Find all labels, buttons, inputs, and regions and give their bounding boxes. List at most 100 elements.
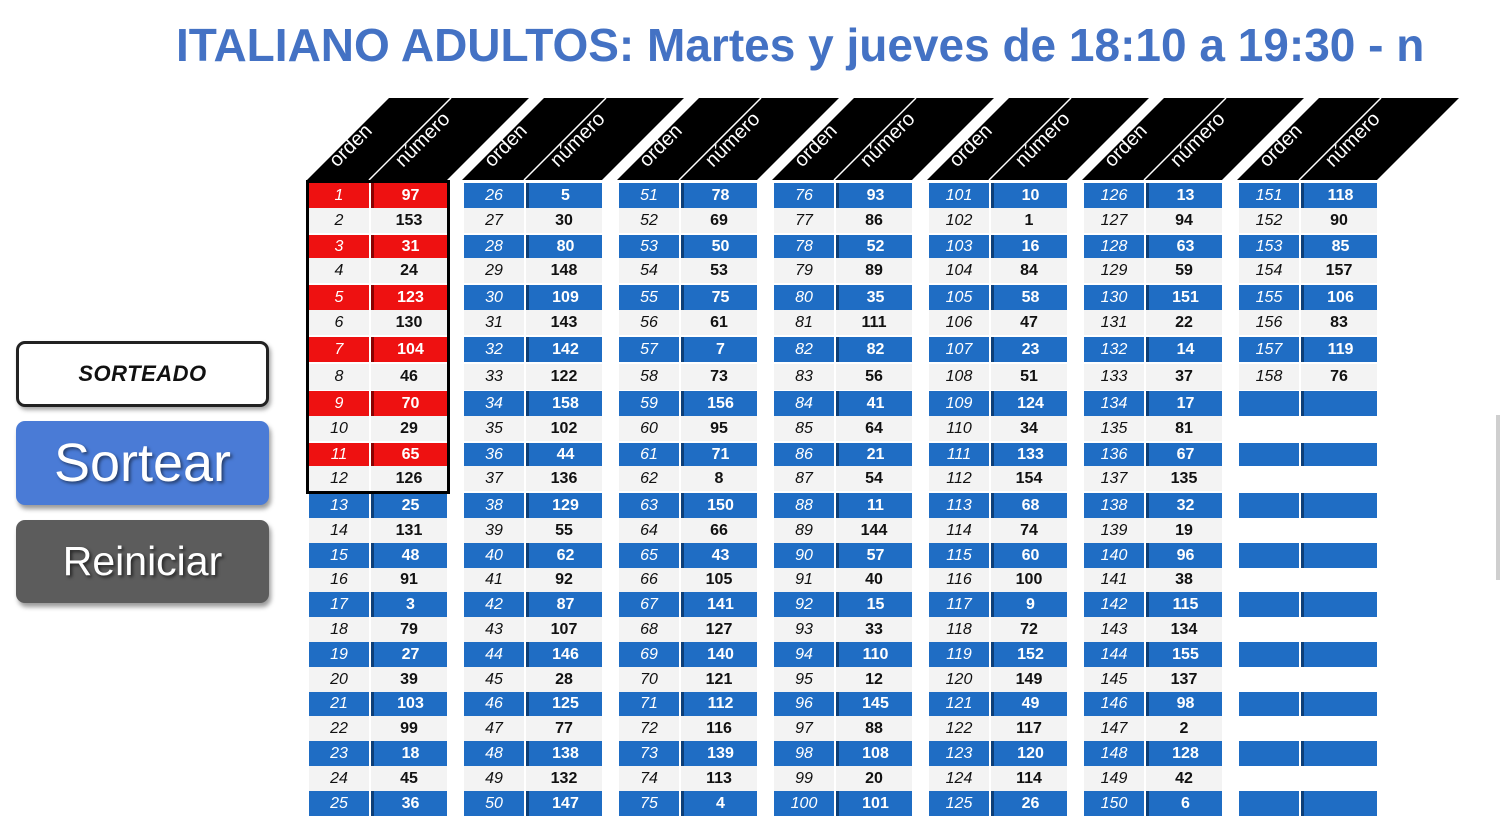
numero-cell: 64 [836, 416, 912, 441]
orden-cell: 129 [1084, 258, 1144, 283]
numero-cell: 109 [526, 285, 602, 310]
orden-cell: 133 [1084, 364, 1144, 390]
numero-cell: 103 [371, 692, 447, 716]
orden-cell: 16 [309, 568, 369, 592]
numero-cell: 86 [836, 208, 912, 233]
orden-cell: 41 [464, 568, 524, 592]
orden-cell: 154 [1239, 258, 1299, 283]
numero-cell: 20 [836, 766, 912, 791]
orden-cell: 54 [619, 258, 679, 283]
numero-cell: 134 [1146, 617, 1222, 642]
numero-cell: 12 [836, 667, 912, 692]
orden-cell: 143 [1084, 617, 1144, 642]
orden-cell: 60 [619, 416, 679, 441]
orden-cell: 153 [1239, 235, 1299, 258]
numero-cell: 78 [681, 183, 757, 208]
numero-cell: 153 [371, 208, 447, 233]
sorteado-button[interactable]: SORTEADO [16, 341, 269, 407]
orden-cell: 121 [929, 692, 989, 716]
numero-cell: 74 [991, 518, 1067, 543]
column-header-divider [988, 97, 1072, 181]
numero-cell: 136 [526, 466, 602, 491]
orden-cell: 31 [464, 310, 524, 335]
orden-cell: 85 [774, 416, 834, 441]
orden-cell [1239, 741, 1299, 766]
numero-cell: 83 [1301, 310, 1377, 335]
numero-cell: 19 [1146, 518, 1222, 543]
orden-cell: 39 [464, 518, 524, 543]
numero-cell: 30 [526, 208, 602, 233]
orden-cell: 139 [1084, 518, 1144, 543]
orden-cell: 131 [1084, 310, 1144, 335]
orden-cell: 3 [309, 235, 369, 258]
orden-cell: 132 [1084, 337, 1144, 362]
orden-cell: 79 [774, 258, 834, 283]
numero-cell: 42 [1146, 766, 1222, 791]
orden-cell: 113 [929, 493, 989, 518]
numero-cell: 94 [1146, 208, 1222, 233]
orden-cell: 70 [619, 667, 679, 692]
orden-cell: 48 [464, 741, 524, 766]
orden-cell: 140 [1084, 543, 1144, 568]
orden-cell: 136 [1084, 443, 1144, 466]
numero-cell: 140 [681, 642, 757, 667]
column-header-band [772, 98, 994, 180]
numero-cell: 98 [1146, 692, 1222, 716]
orden-cell: 33 [464, 364, 524, 390]
orden-cell: 96 [774, 692, 834, 716]
orden-cell: 147 [1084, 716, 1144, 741]
orden-cell: 99 [774, 766, 834, 791]
orden-cell: 38 [464, 493, 524, 518]
orden-cell: 47 [464, 716, 524, 741]
numero-cell: 6 [1146, 791, 1222, 816]
sortear-button[interactable]: Sortear [16, 421, 269, 505]
orden-cell: 27 [464, 208, 524, 233]
numero-cell: 54 [836, 466, 912, 491]
orden-cell [1239, 642, 1299, 667]
orden-cell: 127 [1084, 208, 1144, 233]
numero-cell: 9 [991, 592, 1067, 617]
orden-cell: 151 [1239, 183, 1299, 208]
orden-cell: 95 [774, 667, 834, 692]
numero-cell: 124 [991, 391, 1067, 416]
orden-cell: 62 [619, 466, 679, 491]
numero-cell: 91 [371, 568, 447, 592]
reiniciar-button[interactable]: Reiniciar [16, 520, 269, 603]
numero-cell: 89 [836, 258, 912, 283]
orden-cell: 5 [309, 285, 369, 310]
orden-cell: 4 [309, 258, 369, 283]
orden-cell: 156 [1239, 310, 1299, 335]
orden-cell: 57 [619, 337, 679, 362]
orden-cell: 65 [619, 543, 679, 568]
numero-cell: 39 [371, 667, 447, 692]
numero-cell: 11 [836, 493, 912, 518]
numero-cell: 132 [526, 766, 602, 791]
orden-cell: 130 [1084, 285, 1144, 310]
orden-cell: 30 [464, 285, 524, 310]
numero-cell: 40 [836, 568, 912, 592]
orden-cell: 55 [619, 285, 679, 310]
orden-cell: 104 [929, 258, 989, 283]
numero-cell [1301, 543, 1377, 568]
orden-cell: 106 [929, 310, 989, 335]
orden-cell: 144 [1084, 642, 1144, 667]
numero-cell: 49 [991, 692, 1067, 716]
orden-cell: 145 [1084, 667, 1144, 692]
numero-cell: 67 [1146, 443, 1222, 466]
numero-cell: 73 [681, 364, 757, 390]
numero-cell: 157 [1301, 258, 1377, 283]
orden-cell: 80 [774, 285, 834, 310]
orden-cell: 69 [619, 642, 679, 667]
column-header-band [927, 98, 1149, 180]
orden-cell: 93 [774, 617, 834, 642]
orden-cell: 94 [774, 642, 834, 667]
numero-cell: 35 [836, 285, 912, 310]
numero-cell: 17 [1146, 391, 1222, 416]
column-header-divider [833, 97, 917, 181]
orden-cell: 11 [309, 443, 369, 466]
orden-cell: 77 [774, 208, 834, 233]
orden-cell: 1 [309, 183, 369, 208]
numero-cell: 1 [991, 208, 1067, 233]
orden-cell: 46 [464, 692, 524, 716]
